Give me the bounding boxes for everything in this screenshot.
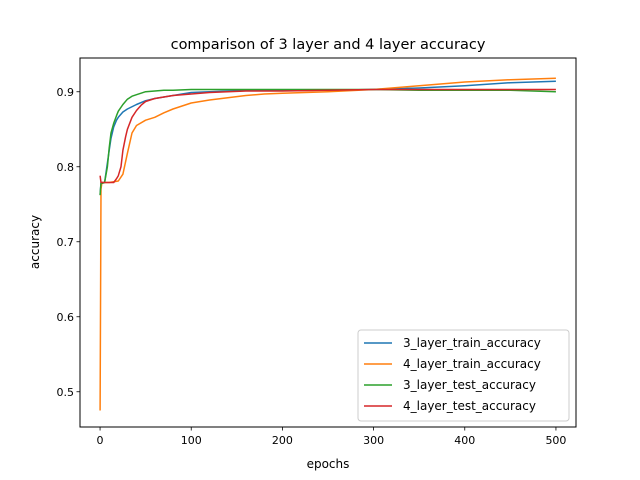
x-tick-label: 0 bbox=[97, 434, 104, 447]
x-tick-label: 200 bbox=[272, 434, 293, 447]
y-axis-label: accuracy bbox=[28, 215, 42, 269]
x-tick-label: 100 bbox=[181, 434, 202, 447]
y-tick-label: 0.8 bbox=[57, 161, 75, 174]
y-tick-label: 0.5 bbox=[57, 386, 75, 399]
x-tick-label: 300 bbox=[363, 434, 384, 447]
legend-frame bbox=[357, 329, 570, 422]
plot-frame bbox=[79, 57, 577, 428]
series-layer bbox=[99, 77, 556, 411]
legend: 3_layer_train_accuracy 4_layer_train_accu… bbox=[357, 329, 570, 422]
legend-label-3: 3_layer_test_accuracy bbox=[403, 378, 536, 392]
legend-label-2: 4_layer_train_accuracy bbox=[403, 357, 541, 371]
y-tick-label: 0.6 bbox=[57, 311, 75, 324]
y-tick-label: 0.7 bbox=[57, 236, 75, 249]
x-tick-label: 400 bbox=[454, 434, 475, 447]
series-line-4 bbox=[99, 88, 556, 184]
y-tick-label: 0.9 bbox=[57, 86, 75, 99]
legend-label-4: 4_layer_test_accuracy bbox=[403, 399, 536, 413]
legend-label-1: 3_layer_train_accuracy bbox=[403, 336, 541, 350]
chart-title: comparison of 3 layer and 4 layer accura… bbox=[171, 37, 486, 53]
x-axis-label: epochs bbox=[307, 457, 350, 471]
x-tick-label: 500 bbox=[545, 434, 566, 447]
axes-layer: 0 100 200 300 400 500 0.5 0.6 0.7 0.8 0.9 bbox=[57, 86, 567, 447]
